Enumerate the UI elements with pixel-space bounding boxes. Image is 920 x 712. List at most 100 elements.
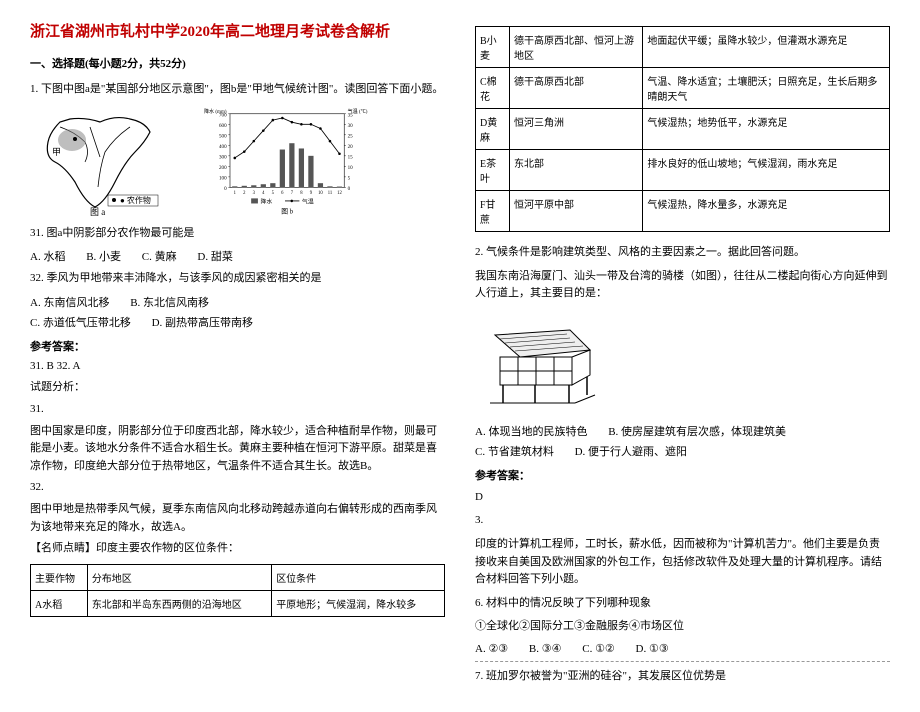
table-cell: 气候湿热，降水量多，水源充足 [643,191,890,232]
q31-opt-d: D. 甜菜 [197,251,232,263]
q32-opt-d: D. 副热带高压带南移 [152,317,253,329]
svg-text:0: 0 [224,186,227,192]
svg-text:100: 100 [219,175,227,181]
analysis-label: 试题分析： [30,379,445,397]
ana31-text: 图中国家是印度，阴影部分位于印度西北部，降水较少，适合种植耐旱作物，则最可能是小… [30,423,445,476]
svg-text:11: 11 [328,191,333,196]
table-cell: 德干高原西北部、恒河上游地区 [509,27,642,68]
svg-text:400: 400 [219,143,227,149]
q32-opt-b: B. 东北信风南移 [130,297,209,309]
q3-6-opt-a: A. ②③ [475,643,508,655]
table-row: C棉花德干高原西北部气温、降水适宜；土壤肥沃；日照充足，生长后期多晴朗天气 [476,68,890,109]
left-column: 浙江省湖州市轧村中学2020年高二地理月考试卷含解析 一、选择题(每小题2分，共… [30,20,445,692]
svg-text:降水: 降水 [260,197,272,205]
table-cell: 排水良好的低山坡地；气候湿润，雨水充足 [643,150,890,191]
ans2: D [475,489,890,507]
q2-opt-c: C. 节省建筑材料 [475,446,554,458]
table-header: 分布地区 [87,564,271,590]
q31-opt-a: A. 水稻 [30,251,65,263]
table-cell: 德干高原西北部 [509,68,642,109]
table-cell: A水稻 [31,590,88,616]
q3-6-stem: 6. 材料中的情况反映了下列哪种现象 [475,595,890,613]
svg-text:气温 (℃): 气温 (℃) [348,108,368,115]
right-column: B小麦德干高原西北部、恒河上游地区地面起伏平缓；虽降水较少，但灌溉水源充足C棉花… [475,20,890,692]
svg-text:2: 2 [243,191,246,196]
svg-text:6: 6 [281,191,284,196]
q32-stem: 32. 季风为甲地带来丰沛降水，与该季风的成因紧密相关的是 [30,270,445,288]
q3-intro: 印度的计算机工程师，工时长，薪水低，因而被称为"计算机苦力"。他们主要是负责接收… [475,536,890,589]
table-row: B小麦德干高原西北部、恒河上游地区地面起伏平缓；虽降水较少，但灌溉水源充足 [476,27,890,68]
ref-answer-label: 参考答案： [30,338,445,354]
svg-text:200: 200 [219,164,227,170]
q3-label: 3. [475,512,890,530]
q31-opt-c: C. 黄麻 [142,251,177,263]
table-cell: C棉花 [476,68,510,109]
table-row: D黄麻恒河三角洲气候湿热；地势低平，水源充足 [476,109,890,150]
svg-text:300: 300 [219,154,227,160]
table-cell: B小麦 [476,27,510,68]
q2-opt-d: D. 便于行人避雨、遮阳 [575,446,687,458]
svg-text:8: 8 [300,191,303,196]
svg-text:500: 500 [219,133,227,139]
table-row: F甘蔗恒河平原中部气候湿热，降水量多，水源充足 [476,191,890,232]
table-row: E茶叶东北部排水良好的低山坡地；气候湿润，雨水充足 [476,150,890,191]
table-cell: 东北部和半岛东西两侧的沿海地区 [87,590,271,616]
table-cell: D黄麻 [476,109,510,150]
table-cell: 气候湿热；地势低平，水源充足 [643,109,890,150]
svg-text:30: 30 [348,122,354,128]
q32-options-2: C. 赤道低气压带北移 D. 副热带高压带南移 [30,314,445,330]
q2-options-row2: C. 节省建筑材料 D. 便于行人避雨、遮阳 [475,443,890,459]
q31-options: A. 水稻 B. 小麦 C. 黄麻 D. 甜菜 [30,248,445,264]
q3-6-options: A. ②③ B. ③④ C. ①② D. ①③ [475,642,890,655]
ref-answer-label-2: 参考答案： [475,467,890,483]
table-header: 区位条件 [272,564,445,590]
table-row: A水稻东北部和半岛东西两侧的沿海地区平原地形；气候湿润，降水较多 [31,590,445,616]
q3-6-sub: ①全球化②国际分工③金融服务④市场区位 [475,618,890,636]
climate-chart: 0100200300400500600700051015202530351234… [190,107,380,217]
q3-7-stem: 7. 班加罗尔被誉为"亚洲的硅谷"，其发展区位优势是 [475,668,890,686]
svg-text:10: 10 [318,191,323,196]
q32-opt-c: C. 赤道低气压带北移 [30,317,131,329]
divider [475,661,890,662]
svg-text:5: 5 [272,191,275,196]
q31-stem: 31. 图a中阴影部分农作物最可能是 [30,225,445,243]
section-header: 一、选择题(每小题2分，共52分) [30,55,445,71]
q2-intro: 2. 气候条件是影响建筑类型、风格的主要因素之一。据此回答问题。 [475,244,890,262]
svg-text:15: 15 [348,154,354,160]
crop-table-part2: B小麦德干高原西北部、恒河上游地区地面起伏平缓；虽降水较少，但灌溉水源充足C棉花… [475,26,890,232]
ana31-label: 31. [30,401,445,419]
ana32-label: 32. [30,479,445,497]
svg-text:10: 10 [348,164,354,170]
qilou-building-figure [475,315,605,410]
svg-text:0: 0 [348,186,351,192]
q2-options-row1: A. 体现当地的民族特色 B. 使房屋建筑有层次感，体现建筑美 [475,423,890,439]
svg-text:气温: 气温 [302,197,314,205]
ans1: 31. B 32. A [30,358,445,376]
svg-text:图 b: 图 b [281,207,293,215]
svg-text:5: 5 [348,175,351,181]
doc-title: 浙江省湖州市轧村中学2020年高二地理月考试卷含解析 [30,20,445,41]
svg-text:4: 4 [262,191,265,196]
table-header: 主要作物 [31,564,88,590]
q2-body: 我国东南沿海厦门、汕头一带及台湾的骑楼（如图），往往从二楼起向街心方向延伸到人行… [475,268,890,303]
map-label-jia: 甲 [52,147,61,157]
map-legend: ● 农作物 [120,195,151,205]
teacher-note: 【名师点睛】印度主要农作物的区位条件： [30,540,445,558]
q2-opt-a: A. 体现当地的民族特色 [475,426,587,438]
q32-options: A. 东南信风北移 B. 东北信风南移 [30,294,445,310]
table-cell: 地面起伏平缓；虽降水较少，但灌溉水源充足 [643,27,890,68]
india-map-figure: 甲 图 a ● 农作物 [30,107,180,217]
table-cell: 恒河平原中部 [509,191,642,232]
table-cell: F甘蔗 [476,191,510,232]
q32-opt-a: A. 东南信风北移 [30,297,109,309]
svg-text:12: 12 [337,191,342,196]
svg-text:3: 3 [253,191,256,196]
table-cell: 东北部 [509,150,642,191]
answer-block-1: 31. B 32. A 试题分析： 31. 图中国家是印度，阴影部分位于印度西北… [30,358,445,558]
q3-6-opt-b: B. ③④ [529,643,562,655]
svg-text:1: 1 [234,191,237,196]
table-cell: 恒河三角洲 [509,109,642,150]
svg-text:降水 (mm): 降水 (mm) [204,108,227,115]
q1-intro: 1. 下图中图a是"某国部分地区示意图"，图b是"甲地气候统计图"。读图回答下面… [30,81,445,99]
q3-6-opt-d: D. ①③ [636,643,669,655]
